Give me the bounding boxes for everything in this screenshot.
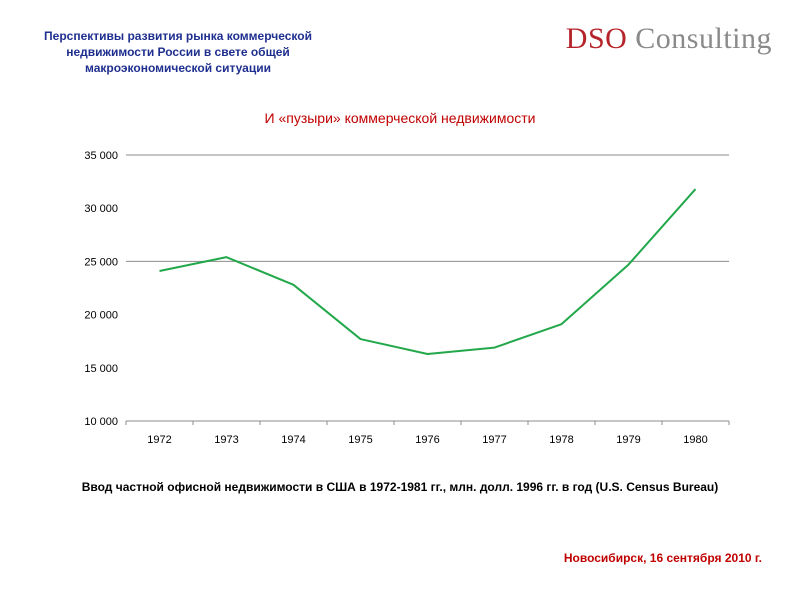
x-tick-label: 1972 [147,434,171,446]
chart-caption: Ввод частной офисной недвижимости в США … [81,480,719,494]
x-tick-label: 1978 [549,434,573,446]
footer-location-date: Новосибирск, 16 сентября 2010 г. [563,551,762,565]
chart-title: И «пузыри» коммерческой недвижимости [264,110,536,126]
x-tick-label: 1977 [482,434,506,446]
y-tick-label: 35 000 [84,150,118,162]
dso-consulting-logo: DSO Consulting [566,22,772,56]
y-tick-label: 10 000 [84,416,118,428]
logo-accent-text: DSO [565,22,628,55]
line-chart: 10 000 15 000 20 000 25 000 30 000 35 000 1972… [84,150,730,446]
logo-rest-text: Consulting [627,22,772,55]
y-tick-label: 20 000 [84,310,118,322]
x-tick-label: 1976 [415,434,439,446]
x-tick-label: 1980 [683,434,707,446]
series-line [159,188,697,355]
presentation-title-line: макроэкономической ситуации [85,61,271,75]
presentation-title: Перспективы развития рынка коммерческой … [20,28,336,76]
y-tick-label: 25 000 [84,256,118,268]
x-tick-label: 1979 [616,434,640,446]
x-tick-label: 1973 [214,434,238,446]
x-tick-label: 1974 [281,434,305,446]
y-tick-label: 30 000 [84,203,118,215]
x-tick-label: 1975 [348,434,372,446]
presentation-title-line: недвижимости России в свете общей [66,45,290,59]
y-tick-label: 15 000 [84,363,118,375]
presentation-title-line: Перспективы развития рынка коммерческой [44,29,312,43]
